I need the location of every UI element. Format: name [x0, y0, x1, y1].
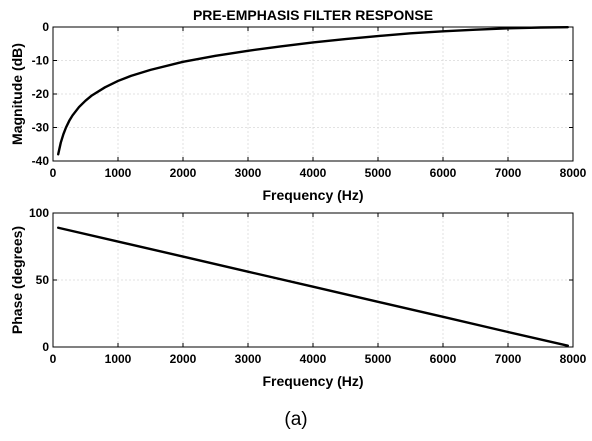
magnitude-series-line — [57, 25, 569, 156]
magnitude-x-tick-label: 0 — [50, 166, 57, 180]
phase-x-tick-label: 2000 — [170, 352, 197, 366]
phase-x-tick-label: 4000 — [300, 352, 327, 366]
magnitude-x-tick-label: 4000 — [300, 166, 327, 180]
phase-y-tick-label: 50 — [36, 273, 50, 287]
magnitude-x-tick-label: 7000 — [495, 166, 522, 180]
magnitude-x-tick-label: 8000 — [560, 166, 587, 180]
magnitude-x-tick-label: 6000 — [430, 166, 457, 180]
magnitude-x-axis-label: Frequency (Hz) — [262, 187, 363, 203]
phase-series-line — [57, 226, 569, 347]
phase-x-tick-label: 5000 — [365, 352, 392, 366]
phase-x-tick-label: 3000 — [235, 352, 262, 366]
phase-panel: 0 1000 2000 3000 4000 5000 6000 7000 8000050100 … — [9, 206, 587, 389]
magnitude-y-tick-label: -30 — [32, 121, 50, 135]
magnitude-y-axis-label: Magnitude (dB) — [9, 43, 25, 145]
phase-grid — [53, 213, 573, 347]
magnitude-ticks: 0 1000 2000 3000 4000 5000 6000 7000 8000 -40 -30 -… — [32, 20, 587, 180]
magnitude-x-tick-label: 1000 — [105, 166, 132, 180]
magnitude-panel: 0 1000 2000 3000 4000 5000 6000 7000 8000 -40 -30 -… — [9, 7, 587, 203]
magnitude-x-tick-label: 2000 — [170, 166, 197, 180]
figure-caption: (a) — [284, 409, 307, 430]
phase-x-tick-label: 7000 — [495, 352, 522, 366]
magnitude-x-tick-label: 3000 — [235, 166, 262, 180]
phase-y-tick-label: 0 — [42, 340, 49, 354]
phase-y-tick-label: 100 — [29, 206, 49, 220]
phase-x-axis-label: Frequency (Hz) — [262, 373, 363, 389]
phase-x-tick-label: 1000 — [105, 352, 132, 366]
magnitude-y-tick-label: -40 — [32, 154, 50, 168]
magnitude-chart-title: PRE-EMPHASIS FILTER RESPONSE — [193, 7, 433, 23]
magnitude-grid — [53, 27, 573, 161]
phase-y-axis-label: Phase (degrees) — [9, 226, 25, 334]
magnitude-y-tick-label: 0 — [42, 20, 49, 34]
magnitude-y-tick-label: -10 — [32, 54, 50, 68]
phase-x-tick-label: 0 — [50, 352, 57, 366]
phase-x-tick-label: 8000 — [560, 352, 587, 366]
magnitude-x-tick-label: 5000 — [365, 166, 392, 180]
phase-x-tick-label: 6000 — [430, 352, 457, 366]
phase-ticks: 0 1000 2000 3000 4000 5000 6000 7000 8000 0 50 100 — [29, 206, 587, 366]
magnitude-y-tick-label: -20 — [32, 87, 50, 101]
